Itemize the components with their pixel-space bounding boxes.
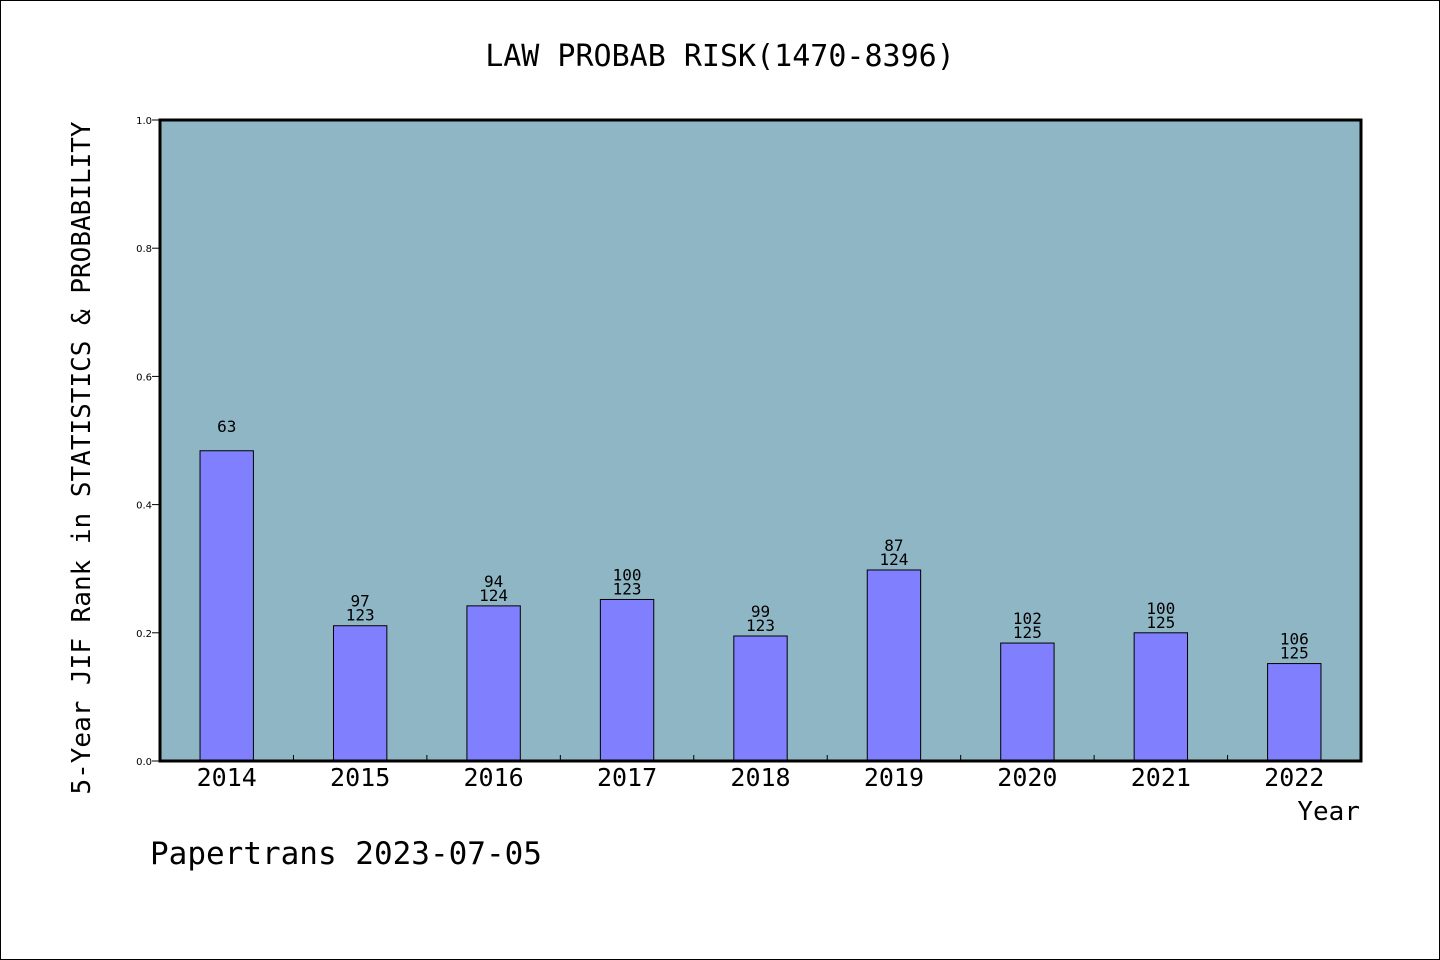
bar-2020 xyxy=(1000,642,1055,762)
total-label: 123 xyxy=(613,579,642,598)
y-axis-label: 5-Year JIF Rank in STATISTICS & PROBABIL… xyxy=(67,121,97,794)
bar-2015 xyxy=(332,625,388,762)
bar-series xyxy=(199,450,1322,762)
x-tick-label: 2022 xyxy=(1264,763,1324,792)
x-tick-label: 2016 xyxy=(464,763,524,792)
total-label: 124 xyxy=(879,550,908,569)
x-tick-label: 2020 xyxy=(997,763,1057,792)
bar-2018 xyxy=(733,635,788,762)
rank-label: 106 xyxy=(1280,630,1309,649)
rank-label: 63 xyxy=(217,417,236,436)
x-tick-label: 2021 xyxy=(1131,763,1191,792)
rank-label: 100 xyxy=(613,565,642,584)
rank-label: 87 xyxy=(884,536,903,555)
rank-label: 102 xyxy=(1013,609,1042,628)
x-tick-label: 2018 xyxy=(730,763,790,792)
y-tick-label: 1.0 xyxy=(136,116,152,127)
total-label: 125 xyxy=(1146,613,1175,632)
x-tick-label: 2014 xyxy=(197,763,257,792)
data-labels: 6397123941241001239912387124102125100125… xyxy=(217,417,1309,663)
y-tick-label: 0.6 xyxy=(136,372,152,383)
y-axis: 0.0 0.2 0.4 0.6 0.8 1.0 xyxy=(136,116,160,768)
y-tick-label: 0.4 xyxy=(136,501,152,512)
x-axis: 2014 2015 2016 2017 2018 2019 2020 2021 2022 xyxy=(197,755,1324,792)
rank-label: 94 xyxy=(484,572,503,591)
total-label: 124 xyxy=(479,586,508,605)
chart-title: LAW PROBAB RISK(1470-8396) xyxy=(485,39,955,74)
footer-caption: Papertrans 2023-07-05 xyxy=(150,836,542,872)
total-label: 125 xyxy=(1280,644,1309,663)
bar-2019 xyxy=(866,569,922,762)
bar-2016 xyxy=(466,605,521,762)
plot-border xyxy=(158,118,1363,763)
bar-2014 xyxy=(199,450,254,762)
bar-2022 xyxy=(1267,663,1322,762)
x-axis-label: Year xyxy=(1297,797,1360,827)
x-tick-label: 2017 xyxy=(597,763,657,792)
total-label: 123 xyxy=(746,616,775,635)
total-label: 125 xyxy=(1013,623,1042,642)
rank-label: 97 xyxy=(351,592,370,611)
x-tick-label: 2019 xyxy=(864,763,924,792)
y-tick-label: 0.8 xyxy=(136,244,152,255)
bar-2017 xyxy=(599,598,655,762)
rank-label: 99 xyxy=(751,602,770,621)
y-tick-label: 0.0 xyxy=(136,757,152,768)
y-tick-label: 0.2 xyxy=(136,629,152,640)
rank-label: 100 xyxy=(1146,599,1175,618)
total-label: 123 xyxy=(346,606,375,625)
bar-2021 xyxy=(1133,632,1189,762)
x-tick-label: 2015 xyxy=(330,763,390,792)
